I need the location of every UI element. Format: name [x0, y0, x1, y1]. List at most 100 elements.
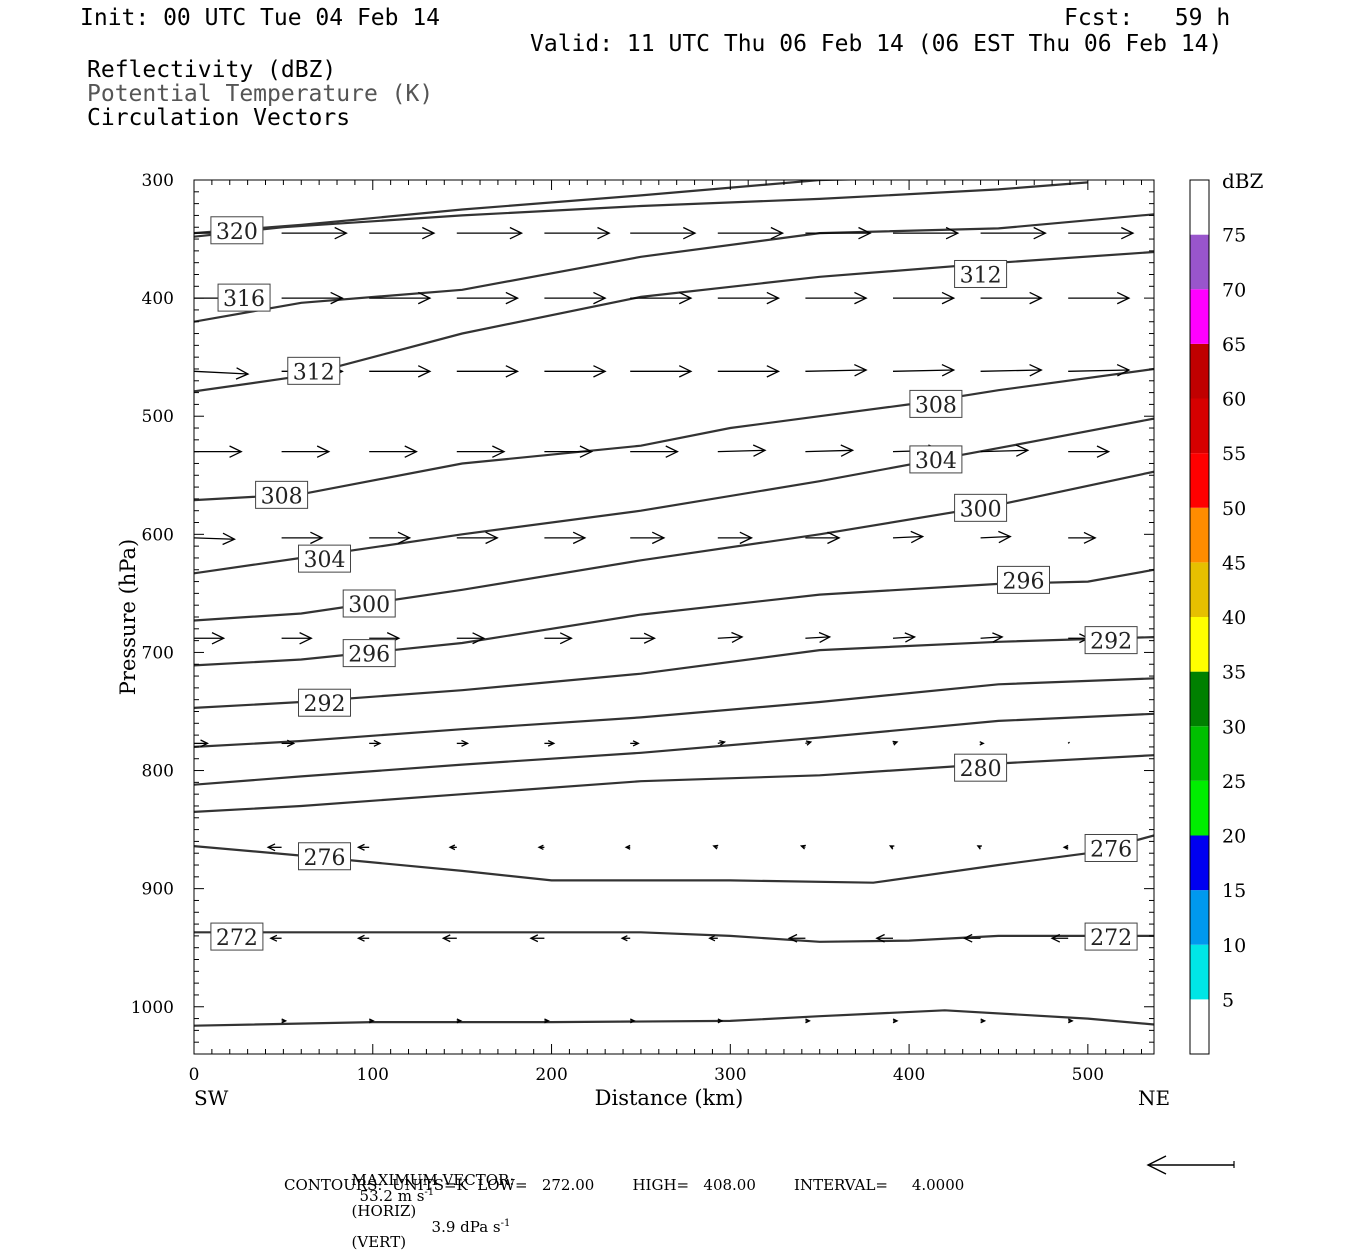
- contour-label-272: 272: [1084, 922, 1138, 951]
- circulation-vector: [456, 365, 520, 378]
- circulation-vector: [1067, 1018, 1074, 1024]
- theta-contour-280: [194, 754, 1154, 813]
- x-tick-label: 500: [1072, 1065, 1104, 1085]
- circulation-vector: [717, 226, 785, 240]
- contour-label-box: [298, 688, 352, 717]
- circulation-vector: [888, 845, 895, 850]
- circulation-vector: [980, 226, 1047, 240]
- vector-head: [529, 934, 539, 943]
- vector-shaft: [805, 636, 830, 639]
- contour-label-292: 292: [1084, 626, 1138, 655]
- plot-frame: [193, 179, 1155, 1055]
- vector-head: [373, 739, 382, 747]
- circulation-vector: [805, 291, 868, 305]
- circulation-vector: [630, 531, 666, 545]
- colorbar-unit: dBZ: [1222, 169, 1264, 193]
- x-tick-label: 300: [714, 1065, 746, 1085]
- contour-label-box: [287, 356, 341, 385]
- vector-shaft: [717, 449, 766, 453]
- cross-section-chart: 3203163123123083083043003042963002922962…: [116, 169, 1264, 1175]
- vector-head: [286, 739, 296, 748]
- vector-head: [945, 226, 960, 240]
- contour-label-box: [342, 639, 396, 668]
- vector-head: [1015, 444, 1030, 457]
- colorbar-label: 10: [1222, 935, 1246, 957]
- circulation-vector: [892, 632, 917, 643]
- contour-label-text: 320: [216, 220, 258, 245]
- vector-head: [211, 632, 226, 645]
- circulation-vector: [892, 291, 956, 305]
- contour-label-box: [954, 493, 1008, 522]
- circulation-vector: [892, 1018, 899, 1024]
- circulation-vector: [369, 365, 432, 378]
- contour-label-text: 296: [1002, 569, 1044, 594]
- vector-head: [492, 445, 506, 458]
- vector-head: [629, 1018, 636, 1024]
- colorbar-label: 35: [1222, 662, 1246, 684]
- contour-label-text: 300: [348, 593, 390, 618]
- max-vector-title: MAXIMUM VECTOR:: [351, 1171, 515, 1189]
- contour-label-box: [1084, 922, 1138, 951]
- circulation-vector: [717, 631, 744, 644]
- vector-head: [178, 934, 186, 942]
- vector-head: [417, 291, 432, 305]
- vector-head: [892, 1018, 899, 1024]
- circulation-vector: [266, 843, 282, 852]
- vector-shaft: [980, 369, 1042, 372]
- theta-contour-288: [194, 677, 1154, 748]
- theta-contour-272: [194, 931, 1154, 943]
- circulation-vector: [544, 291, 607, 305]
- circulation-vector: [529, 934, 545, 943]
- vector-head: [731, 631, 744, 644]
- circulation-vector: [356, 934, 370, 942]
- vector-head: [441, 934, 451, 943]
- colorbar-label: 50: [1222, 498, 1246, 520]
- vector-head: [547, 740, 556, 747]
- vector-head: [770, 226, 785, 240]
- colorbar-swatch: [1190, 453, 1209, 508]
- max-vector-label: MAXIMUM VECTOR: 53.2 m s-1 (HORIZ) 3.9 d…: [351, 1171, 515, 1251]
- max-vector-arrow: [1146, 1155, 1235, 1175]
- vector-shaft: [892, 636, 915, 639]
- vector-head: [310, 531, 324, 545]
- circulation-vector: [456, 531, 499, 545]
- colorbar-swatch: [1190, 180, 1209, 235]
- vector-head: [683, 226, 697, 240]
- vector-head: [888, 845, 895, 850]
- colorbar-swatch: [1190, 562, 1209, 617]
- vector-head: [665, 445, 679, 458]
- circulation-vector: [980, 530, 1012, 544]
- contour-label-text: 304: [915, 449, 957, 474]
- vector-head: [643, 632, 656, 644]
- vector-shaft: [717, 636, 743, 639]
- vector-shaft: [980, 535, 1011, 539]
- circulation-vector: [194, 367, 250, 380]
- vector-head: [422, 226, 436, 240]
- colorbar-label: 55: [1222, 443, 1246, 465]
- vector-head: [269, 934, 278, 942]
- contour-label-text: 300: [960, 497, 1002, 522]
- circulation-vector: [537, 844, 545, 851]
- circulation-vector: [456, 291, 520, 305]
- contour-label-280: 280: [954, 753, 1008, 782]
- circulation-vector: [717, 531, 754, 545]
- vector-shaft: [805, 369, 867, 372]
- contour-label-text: 276: [1090, 837, 1132, 862]
- theta-contour-268: [194, 1009, 1154, 1027]
- vector-head: [281, 1018, 288, 1024]
- circulation-vector: [717, 1018, 724, 1024]
- theta-contour-284: [194, 712, 1154, 786]
- circulation-vector: [979, 741, 985, 746]
- vector-head: [712, 844, 719, 850]
- vector-shaft: [194, 537, 235, 540]
- vector-head: [1029, 364, 1043, 377]
- circulation-vector: [194, 445, 243, 458]
- colorbar-label: 25: [1222, 771, 1246, 793]
- vector-head: [1029, 291, 1043, 305]
- vector-head: [1096, 445, 1111, 458]
- theta-contours: [194, 180, 1154, 1027]
- colorbar-label: 5: [1222, 989, 1234, 1011]
- circulation-vector: [630, 740, 640, 747]
- circulation-vector: [1068, 291, 1131, 305]
- circulation-vector: [805, 364, 868, 377]
